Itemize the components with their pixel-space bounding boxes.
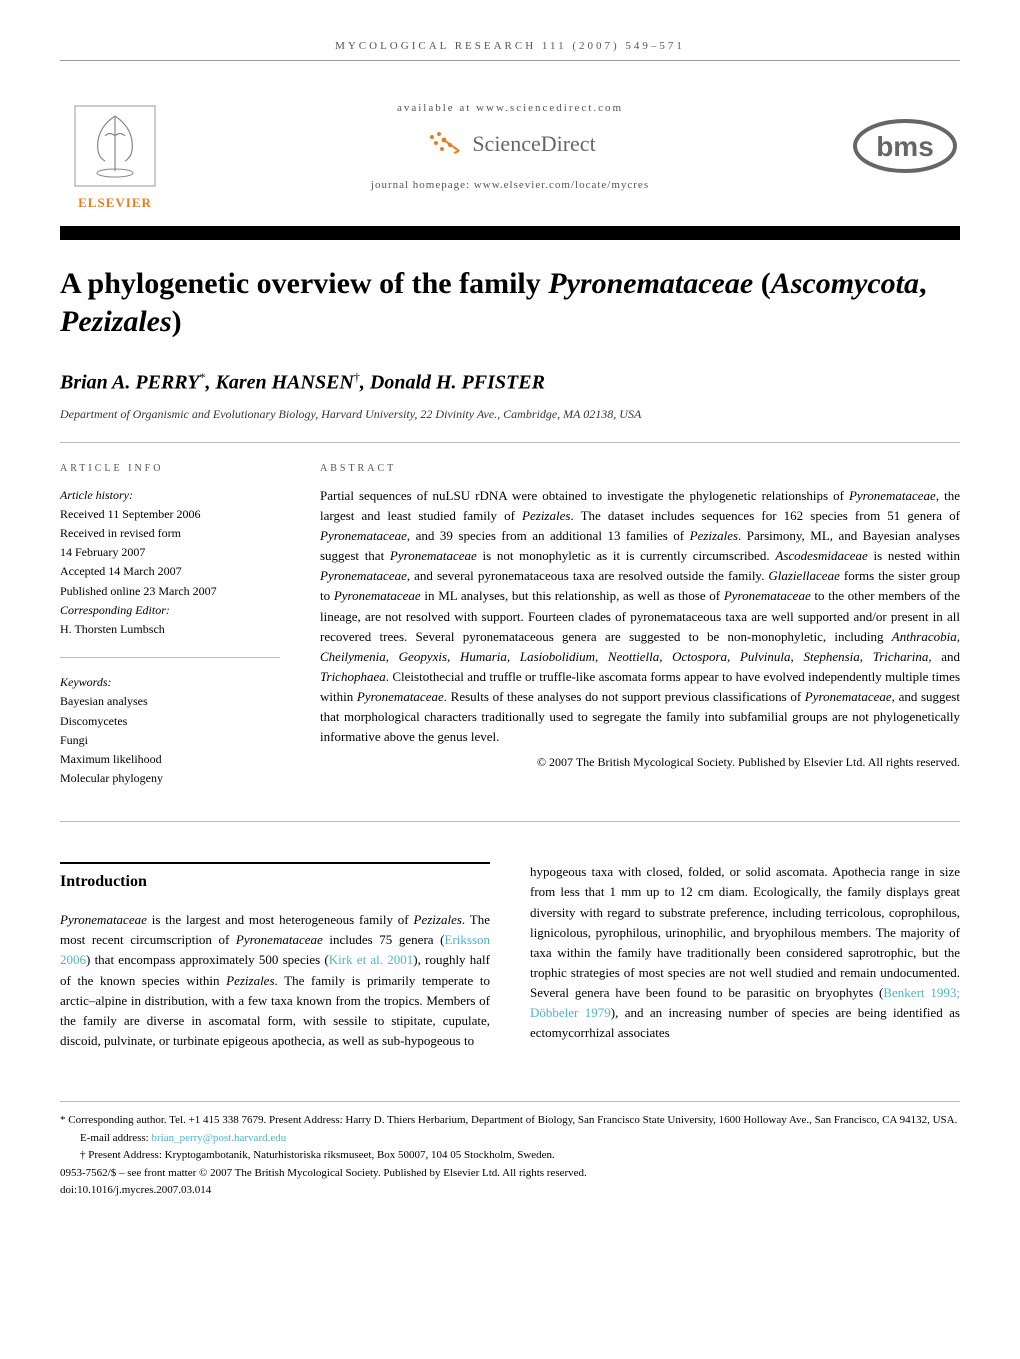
footnotes: * Corresponding author. Tel. +1 415 338 … bbox=[60, 1101, 960, 1200]
svg-text:bms: bms bbox=[876, 131, 934, 162]
authors: Brian A. PERRY*, Karen HANSEN†, Donald H… bbox=[60, 370, 960, 395]
bms-logo: bms bbox=[850, 116, 960, 176]
sciencedirect-row: ScienceDirect bbox=[190, 129, 830, 159]
footnote-dagger: † Present Address: Kryptogambotanik, Nat… bbox=[60, 1147, 960, 1165]
divider bbox=[60, 442, 960, 443]
top-rule bbox=[60, 60, 960, 61]
abstract-heading: ABSTRACT bbox=[320, 463, 960, 474]
copyright: © 2007 The British Mycological Society. … bbox=[320, 755, 960, 770]
sciencedirect-icon bbox=[424, 129, 464, 159]
divider bbox=[60, 821, 960, 822]
footnote-email: E-mail address: brian_perry@post.harvard… bbox=[60, 1130, 960, 1148]
available-at-text: available at www.sciencedirect.com bbox=[190, 102, 830, 114]
info-abstract-block: ARTICLE INFO Article history: Received 1… bbox=[60, 463, 960, 807]
journal-header: ELSEVIER available at www.sciencedirect.… bbox=[60, 81, 960, 211]
footnote-corresponding: * Corresponding author. Tel. +1 415 338 … bbox=[60, 1112, 960, 1130]
sciencedirect-text: ScienceDirect bbox=[472, 131, 595, 157]
keywords: Keywords: Bayesian analyses Discomycetes… bbox=[60, 673, 280, 788]
info-divider bbox=[60, 657, 280, 658]
journal-homepage-text: journal homepage: www.elsevier.com/locat… bbox=[190, 179, 830, 191]
intro-column-left: Introduction Pyronemataceae is the large… bbox=[60, 862, 490, 1051]
introduction-section: Introduction Pyronemataceae is the large… bbox=[60, 862, 960, 1051]
abstract: ABSTRACT Partial sequences of nuLSU rDNA… bbox=[320, 463, 960, 807]
affiliation: Department of Organismic and Evolutionar… bbox=[60, 407, 960, 422]
intro-column-right: hypogeous taxa with closed, folded, or s… bbox=[530, 862, 960, 1051]
footnote-doi: doi:10.1016/j.mycres.2007.03.014 bbox=[60, 1182, 960, 1200]
introduction-heading: Introduction bbox=[60, 862, 490, 895]
black-bar bbox=[60, 226, 960, 240]
article-history: Article history: Received 11 September 2… bbox=[60, 486, 280, 640]
running-header: MYCOLOGICAL RESEARCH 111 (2007) 549–571 bbox=[60, 40, 960, 52]
footnote-issn: 0953-7562/$ – see front matter © 2007 Th… bbox=[60, 1165, 960, 1183]
elsevier-logo: ELSEVIER bbox=[60, 81, 170, 211]
article-info: ARTICLE INFO Article history: Received 1… bbox=[60, 463, 280, 807]
elsevier-tree-icon bbox=[70, 101, 160, 191]
article-info-heading: ARTICLE INFO bbox=[60, 463, 280, 474]
intro-paragraph-1: Pyronemataceae is the largest and most h… bbox=[60, 910, 490, 1051]
intro-paragraph-2: hypogeous taxa with closed, folded, or s… bbox=[530, 862, 960, 1043]
header-center: available at www.sciencedirect.com Scien… bbox=[190, 102, 830, 191]
elsevier-text: ELSEVIER bbox=[78, 195, 152, 211]
abstract-text: Partial sequences of nuLSU rDNA were obt… bbox=[320, 486, 960, 748]
article-title: A phylogenetic overview of the family Py… bbox=[60, 265, 960, 340]
